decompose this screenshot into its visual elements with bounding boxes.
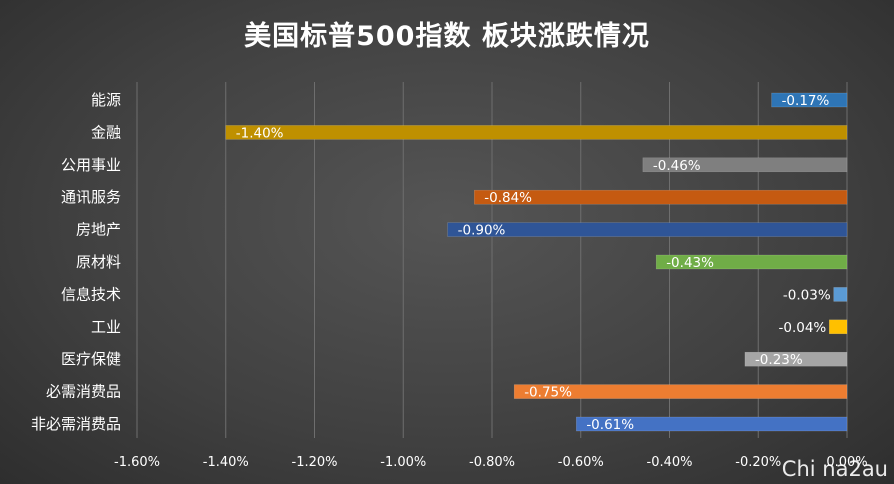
bar [655, 254, 848, 270]
data-label: -0.75% [524, 385, 572, 401]
x-tick-label: -1.60% [114, 455, 160, 470]
category-label: 能源 [91, 91, 121, 109]
category-label: 房地产 [76, 221, 121, 239]
bar [829, 319, 848, 335]
x-tick-label: -0.40% [647, 455, 693, 470]
category-label: 医疗保健 [61, 350, 121, 368]
x-tick-label: -0.60% [558, 455, 604, 470]
data-labels: -0.17% -1.40% -0.46% -0.84% -0.90% -0.43% -0.0… [236, 93, 831, 433]
x-tick-label: -1.20% [292, 455, 338, 470]
data-label: -0.46% [653, 158, 701, 174]
category-label: 非必需消费品 [31, 415, 121, 433]
category-label: 必需消费品 [46, 383, 121, 401]
watermark: Chi na2au [781, 457, 888, 481]
x-tick-label: 0.00% [826, 455, 867, 470]
data-label: -0.04% [778, 320, 826, 336]
category-label: 工业 [91, 318, 121, 336]
x-tick-label: -0.20% [735, 455, 781, 470]
bar [744, 351, 848, 367]
data-label: -0.61% [586, 417, 634, 433]
category-label: 公用事业 [61, 156, 121, 174]
bar [576, 416, 848, 432]
bar [225, 125, 848, 140]
bar [474, 189, 848, 205]
data-label: -0.23% [755, 352, 803, 368]
data-label: -0.03% [783, 287, 831, 303]
gridlines [136, 82, 848, 438]
x-axis-tick-labels: -1.60% -1.40% -1.20% -1.00% -0.80% -0.60% -0.4… [114, 455, 868, 470]
bar [513, 384, 848, 399]
category-label: 通讯服务 [61, 188, 121, 206]
category-label: 金融 [91, 123, 121, 141]
data-label: -0.43% [666, 255, 714, 271]
bars [225, 92, 848, 432]
bar [447, 222, 848, 237]
category-label: 原材料 [76, 253, 121, 271]
x-tick-label: -1.00% [380, 455, 426, 470]
data-label: -0.84% [484, 190, 532, 206]
x-tick-label: -0.80% [469, 455, 515, 470]
data-label: -1.40% [236, 125, 284, 141]
x-tick-label: -1.40% [203, 455, 249, 470]
bar [833, 287, 848, 302]
data-label: -0.90% [458, 223, 506, 239]
bar [642, 157, 848, 173]
chart-title: 美国标普500指数 板块涨跌情况 [244, 21, 650, 52]
category-label: 信息技术 [61, 285, 121, 303]
bar [771, 92, 848, 108]
data-label: -0.17% [782, 93, 830, 109]
